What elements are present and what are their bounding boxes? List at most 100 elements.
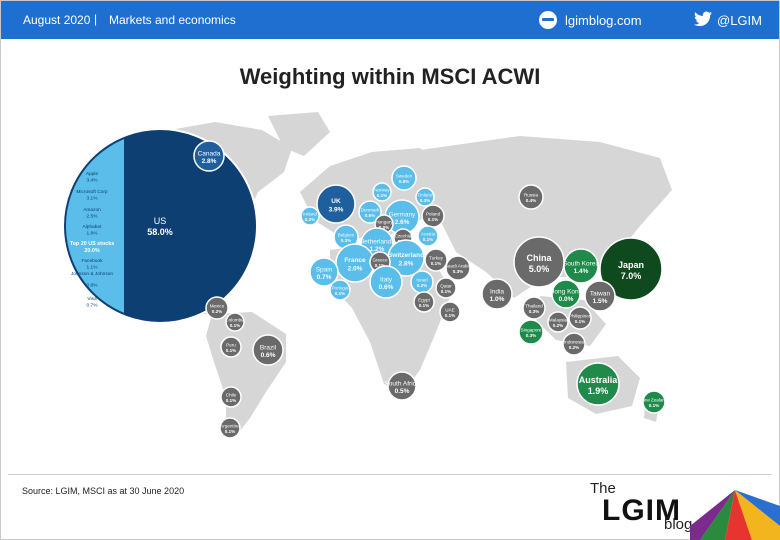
social-handle[interactable]: @LGIM <box>717 13 762 28</box>
bubble-value-finland: 0.3% <box>420 198 430 203</box>
bubble-value-china: 5.0% <box>529 264 550 274</box>
bubble-label-hong-kong: Hong Kong <box>550 289 583 296</box>
us-stock-value-facebook: 1.1% <box>87 264 99 270</box>
footer-divider <box>8 474 772 475</box>
bubble-label-singapore: Singapore <box>521 328 542 333</box>
umbrella-logo-icon <box>690 490 780 540</box>
us-stock-label-microsoft-corp: Microsoft Corp <box>76 189 108 195</box>
bubble-circle-singapore <box>518 319 544 345</box>
bubble-value-uae: 0.1% <box>445 313 455 318</box>
bubble-label-south-korea: South Korea <box>563 261 600 268</box>
bubble-label-ireland: Ireland <box>303 212 317 217</box>
bubble-circle-uae <box>439 301 461 323</box>
bubble-circle-portugal <box>329 279 351 301</box>
logo-lgim[interactable]: LGIM <box>602 494 681 527</box>
bubble-value-south-korea: 1.4% <box>574 268 589 275</box>
bubble-circle-norway <box>372 182 392 202</box>
bubble-label-taiwan: Taiwan <box>590 291 611 298</box>
bubble-circle-australia <box>576 362 620 406</box>
bubble-value-india: 1.0% <box>490 296 505 303</box>
land-south-america <box>206 312 286 436</box>
bubble-circle-sweden <box>391 165 417 191</box>
bubble-value-ireland: 0.2% <box>305 217 315 222</box>
bubble-label-egypt: Egypt <box>418 298 430 303</box>
bubble-label-qatar: Qatar <box>440 284 452 289</box>
header-section[interactable]: Markets and economics <box>109 13 236 27</box>
bubble-circle-uk <box>316 184 356 224</box>
bubble-value-japan: 7.0% <box>621 271 642 281</box>
bubble-label-philippines: Philippines <box>569 314 592 319</box>
bubble-circle-brazil <box>252 334 284 366</box>
bubble-label-spain: Spain <box>316 267 333 274</box>
bubble-circle-italy <box>369 265 403 299</box>
bubble-value-france: 2.0% <box>348 266 363 273</box>
bubble-circle-spain <box>309 257 339 287</box>
bubble-label-japan: Japan <box>618 260 644 270</box>
header-bar: August 2020 | Markets and economics lgim… <box>1 1 779 39</box>
site-link[interactable]: lgimblog.com <box>565 13 642 28</box>
bubble-value-portugal: 0.1% <box>335 291 345 296</box>
bubble-value-austria: 0.1% <box>423 237 433 242</box>
bubble-value-germany: 2.6% <box>395 219 410 226</box>
bubble-circle-india <box>481 278 513 310</box>
bubble-value-russia: 0.4% <box>526 198 536 203</box>
bubble-circle-colombia <box>225 312 245 332</box>
bubble-value-turkey: 0.1% <box>431 261 441 266</box>
us-stock-value-amazon: 2.5% <box>87 213 99 219</box>
header-date: August 2020 <box>23 13 91 27</box>
us-stock-label-visa: Visa <box>87 296 97 302</box>
bubble-circle-ireland <box>300 206 320 226</box>
bubble-label-canada: Canada <box>198 151 221 158</box>
source-note: Source: LGIM, MSCI as at 30 June 2020 <box>22 486 185 496</box>
bubble-circle-austria <box>417 225 439 247</box>
bubble-label-czechia: Czechia <box>395 234 412 239</box>
bubble-label-us: US <box>154 216 167 226</box>
us-stock-label-apple: Apple <box>86 171 99 177</box>
bubble-label-france: France <box>344 257 366 264</box>
bubble-value-chile: 0.1% <box>226 398 236 403</box>
land-greenland <box>268 112 330 156</box>
us-stock-value-microsoft-corp: 3.1% <box>87 195 99 201</box>
bubble-circle-peru <box>220 336 242 358</box>
bubble-value-spain: 0.7% <box>317 274 332 281</box>
us-stock-label-amazon: Amazon <box>83 207 101 213</box>
header-separator: | <box>94 12 98 26</box>
bubble-value-greece: 0.1% <box>375 263 385 268</box>
bubble-circle-finland <box>415 187 435 207</box>
bubble-label-uk: UK <box>331 198 341 205</box>
bubble-label-hungary: Hungary <box>375 220 393 225</box>
bubble-label-brazil: Brazil <box>260 345 277 352</box>
bubble-value-argentina: 0.1% <box>225 429 235 434</box>
bubble-value-colombia: 0.1% <box>230 323 240 328</box>
bubble-value-norway: 0.1% <box>377 193 387 198</box>
us-stock-value-visa: 0.7% <box>87 302 99 308</box>
bubble-value-denmark: 0.6% <box>365 213 375 218</box>
bubble-value-canada: 2.8% <box>202 158 217 165</box>
bubble-label-russia: Russia <box>524 193 538 198</box>
bubble-circle-qatar <box>435 277 457 299</box>
bubble-circle-argentina <box>219 417 241 439</box>
bubble-circle-south-korea <box>563 248 599 284</box>
bubble-label-germany: Germany <box>389 212 416 219</box>
bubble-value-taiwan: 1.5% <box>593 298 608 305</box>
bubble-value-hong-kong: 0.0% <box>559 296 574 303</box>
bubble-label-portugal: Portugal <box>331 286 348 291</box>
